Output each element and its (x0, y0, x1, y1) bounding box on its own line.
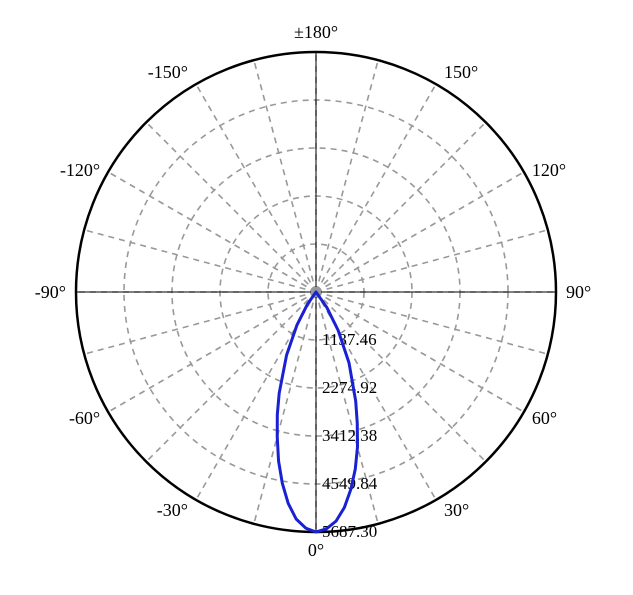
angle-label: 0° (308, 540, 324, 560)
angle-label: 30° (444, 500, 469, 520)
angle-label: -150° (148, 62, 188, 82)
angle-label: -60° (69, 408, 100, 428)
angle-label: -120° (60, 160, 100, 180)
radial-tick-label: 3412.38 (322, 426, 377, 445)
radial-tick-label: 2274.92 (322, 378, 377, 397)
angle-label: 120° (532, 160, 566, 180)
angle-label: 90° (566, 282, 591, 302)
angle-label: ±180° (294, 22, 338, 42)
angle-label: 150° (444, 62, 478, 82)
angle-label: -90° (35, 282, 66, 302)
polar-chart: ±180° 150° 120° 90° 60° 30° 0° -30° -60° -90° -120… (0, 0, 633, 595)
angle-label: 60° (532, 408, 557, 428)
radial-tick-label: 1137.46 (322, 330, 377, 349)
angle-label: -30° (157, 500, 188, 520)
polar-chart-svg: ±180° 150° 120° 90° 60° 30° 0° -30° -60° -90° -120… (0, 0, 633, 595)
